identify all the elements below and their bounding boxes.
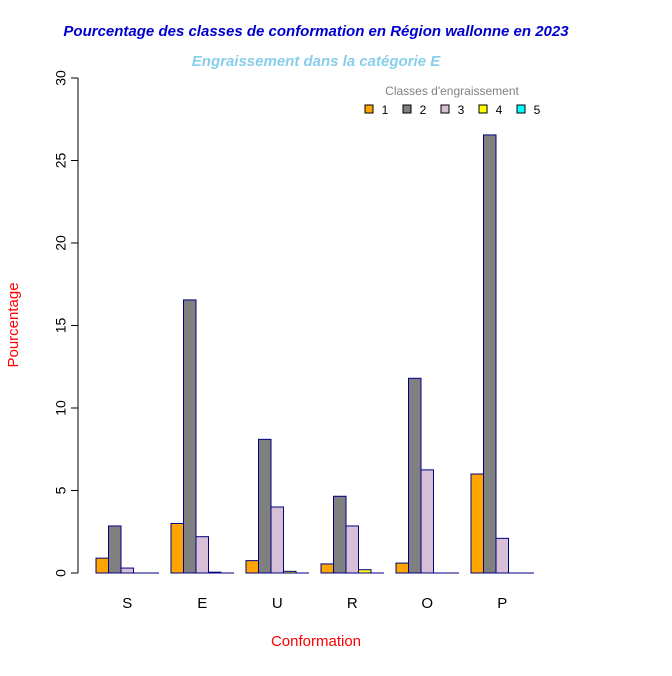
bar-S-class-3 <box>121 568 134 573</box>
x-tick-label: U <box>272 595 283 612</box>
x-tick-label: O <box>421 595 433 612</box>
x-axis-label: Conformation <box>271 633 361 650</box>
legend-label: 3 <box>458 103 465 117</box>
y-tick-label: 10 <box>53 400 69 416</box>
bar-P-class-2 <box>484 135 497 573</box>
y-tick-label: 25 <box>53 153 69 169</box>
y-tick-label: 5 <box>53 486 69 494</box>
bar-U-class-1 <box>246 561 259 573</box>
legend-swatch-4 <box>479 105 487 113</box>
legend-label: 1 <box>382 103 389 117</box>
y-tick-label: 30 <box>53 70 69 86</box>
y-axis-label: Pourcentage <box>5 282 22 367</box>
y-tick-label: 0 <box>53 569 69 577</box>
bar-E-class-1 <box>171 524 184 574</box>
x-tick-label: P <box>497 595 507 612</box>
bar-R-class-4 <box>359 570 372 573</box>
legend-swatch-5 <box>517 105 525 113</box>
bar-O-class-2 <box>409 378 422 573</box>
chart-subtitle: Engraissement dans la catégorie E <box>192 53 441 70</box>
legend-swatch-2 <box>403 105 411 113</box>
legend-title: Classes d'engraissement <box>385 84 519 98</box>
x-tick-label: E <box>197 595 207 612</box>
bar-U-class-4 <box>284 571 297 573</box>
bar-S-class-2 <box>109 526 122 573</box>
x-tick-label: S <box>122 595 132 612</box>
bar-E-class-3 <box>196 537 209 573</box>
legend-swatch-1 <box>365 105 373 113</box>
bar-P-class-3 <box>496 538 509 573</box>
bar-R-class-1 <box>321 564 334 573</box>
bar-E-class-4 <box>209 572 222 573</box>
bar-O-class-3 <box>421 470 434 573</box>
chart-title: Pourcentage des classes de conformation … <box>63 23 569 40</box>
bar-O-class-1 <box>396 563 409 573</box>
x-tick-label: R <box>347 595 358 612</box>
y-tick-label: 20 <box>53 235 69 251</box>
bar-S-class-1 <box>96 558 109 573</box>
bar-U-class-3 <box>271 507 284 573</box>
legend-label: 5 <box>534 103 541 117</box>
bar-E-class-2 <box>184 300 197 573</box>
bar-R-class-3 <box>346 526 359 573</box>
bar-R-class-2 <box>334 496 347 573</box>
legend-label: 4 <box>496 103 503 117</box>
bar-U-class-2 <box>259 439 272 573</box>
bar-P-class-1 <box>471 474 484 573</box>
legend-label: 2 <box>420 103 427 117</box>
y-tick-label: 15 <box>53 318 69 334</box>
legend-swatch-3 <box>441 105 449 113</box>
